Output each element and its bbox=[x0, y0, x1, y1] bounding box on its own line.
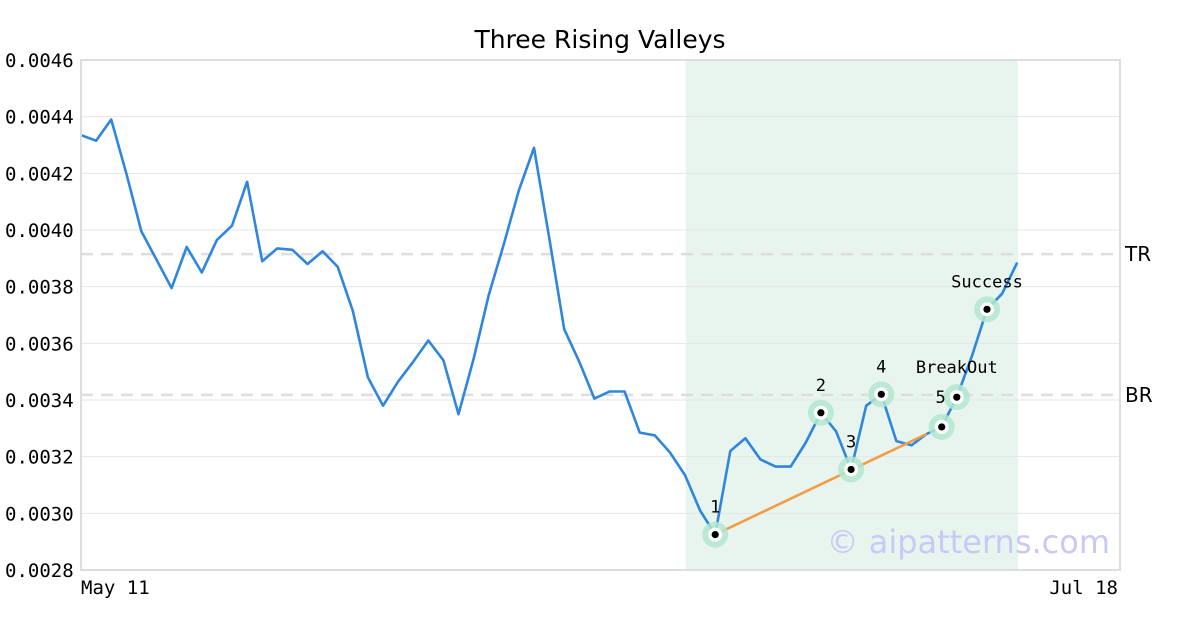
highlight-band-layer bbox=[685, 60, 1018, 570]
pattern-label: BreakOut bbox=[916, 358, 998, 378]
pattern-point bbox=[983, 305, 991, 313]
plot-frame bbox=[80, 59, 1121, 571]
y-tick-label: 0.0028 bbox=[5, 560, 74, 582]
pattern-point bbox=[817, 409, 825, 417]
ticks-layer: 0.0028 0.0030 0.0032 0.0034 0.0036 0.0038 0.00… bbox=[5, 50, 1118, 599]
pattern-label: 1 bbox=[710, 498, 720, 518]
chart-title: Three Rising Valleys bbox=[473, 25, 725, 54]
y-tick-label: 0.0032 bbox=[5, 447, 74, 469]
watermark-layer: © aipatterns.com bbox=[827, 523, 1110, 561]
price-line bbox=[80, 118, 1019, 536]
pattern-label: 5 bbox=[936, 388, 946, 408]
pattern-point bbox=[847, 465, 855, 474]
pattern-point bbox=[953, 393, 961, 401]
y-tick-label: 0.0034 bbox=[5, 390, 74, 412]
y-tick-label: 0.0030 bbox=[5, 503, 74, 525]
trend-line bbox=[714, 432, 928, 536]
y-tick-label: 0.0038 bbox=[5, 277, 74, 299]
series-layer bbox=[80, 118, 1019, 536]
annotations-layer: 1 2 3 4 5 BreakOut Success bbox=[702, 272, 1023, 548]
pattern-label: Success bbox=[951, 272, 1023, 292]
pattern-point bbox=[877, 390, 885, 398]
y-tick-label: 0.0042 bbox=[5, 163, 74, 185]
level-label: BR bbox=[1125, 383, 1153, 407]
x-tick-label: May 11 bbox=[81, 577, 150, 599]
pattern-point bbox=[711, 530, 719, 539]
pattern-point bbox=[938, 423, 946, 431]
pattern-label: 3 bbox=[846, 432, 856, 452]
y-tick-label: 0.0040 bbox=[5, 220, 74, 242]
y-tick-label: 0.0036 bbox=[5, 333, 74, 355]
pattern-label: 2 bbox=[816, 376, 826, 396]
level-label: TR bbox=[1124, 242, 1151, 266]
x-tick-label: Jul 18 bbox=[1049, 577, 1118, 599]
pattern-label: 4 bbox=[876, 357, 886, 377]
highlight-band bbox=[685, 60, 1018, 570]
grid-layer bbox=[81, 116, 1120, 514]
y-tick-label: 0.0046 bbox=[5, 50, 74, 72]
watermark: © aipatterns.com bbox=[827, 523, 1110, 561]
y-tick-label: 0.0044 bbox=[5, 107, 74, 129]
